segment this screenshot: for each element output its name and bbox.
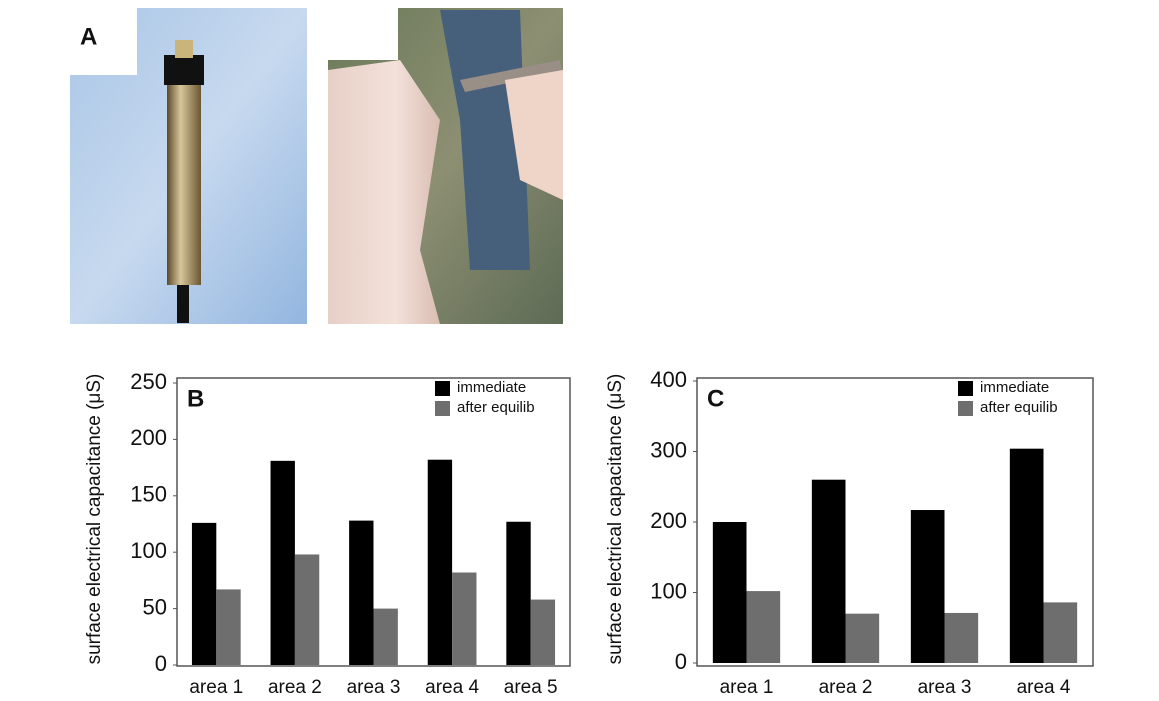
bar [746, 591, 781, 663]
legend-label: immediate [980, 379, 1049, 396]
bar [270, 460, 295, 665]
legend-swatch [435, 381, 450, 396]
y-tick-label: 50 [143, 594, 167, 619]
y-axis-label: surface electrical capacitance (μS) [84, 373, 105, 665]
x-tick-label: area 4 [425, 677, 479, 698]
bar [944, 612, 979, 663]
bar [216, 589, 241, 665]
x-tick-label: area 2 [819, 677, 873, 698]
x-tick-label: area 3 [347, 677, 401, 698]
legend-label: after equilib [457, 399, 535, 416]
y-tick-label: 300 [650, 437, 687, 462]
photo-measurement [328, 8, 563, 324]
x-tick-label: area 3 [918, 677, 972, 698]
bar [1009, 448, 1044, 663]
photo-probe [70, 8, 307, 324]
y-tick-label: 100 [130, 538, 167, 563]
bar [506, 521, 531, 665]
bar [1043, 602, 1078, 663]
bar [811, 479, 846, 663]
y-tick-label: 0 [155, 651, 167, 676]
bar [191, 522, 217, 665]
legend-swatch [435, 401, 450, 416]
y-tick-label: 100 [650, 578, 687, 603]
legend-swatch [958, 401, 973, 416]
x-tick-label: area 1 [720, 677, 774, 698]
panel-label: C [707, 385, 724, 412]
bar [427, 459, 453, 665]
bar [452, 572, 477, 665]
bar [530, 599, 556, 665]
y-tick-label: 250 [130, 369, 167, 394]
panel-label: A [80, 23, 97, 50]
panel-label: B [187, 385, 204, 412]
y-tick-label: 0 [675, 649, 687, 674]
legend-swatch [958, 381, 973, 396]
y-tick-label: 400 [650, 367, 687, 392]
plot-frame [176, 377, 571, 667]
bar [910, 510, 945, 663]
bar [349, 520, 374, 665]
bar [845, 613, 880, 663]
bar [294, 554, 320, 665]
bar [712, 522, 747, 663]
x-tick-label: area 5 [504, 677, 558, 698]
legend-label: immediate [457, 379, 526, 396]
x-tick-label: area 4 [1017, 677, 1071, 698]
x-tick-label: area 2 [268, 677, 322, 698]
y-tick-label: 200 [650, 508, 687, 533]
y-tick-label: 200 [130, 425, 167, 450]
bar [373, 608, 398, 665]
y-axis-label: surface electrical capacitance (μS) [605, 373, 626, 665]
x-tick-label: area 1 [189, 677, 243, 698]
y-tick-label: 150 [130, 482, 167, 507]
legend-label: after equilib [980, 399, 1058, 416]
